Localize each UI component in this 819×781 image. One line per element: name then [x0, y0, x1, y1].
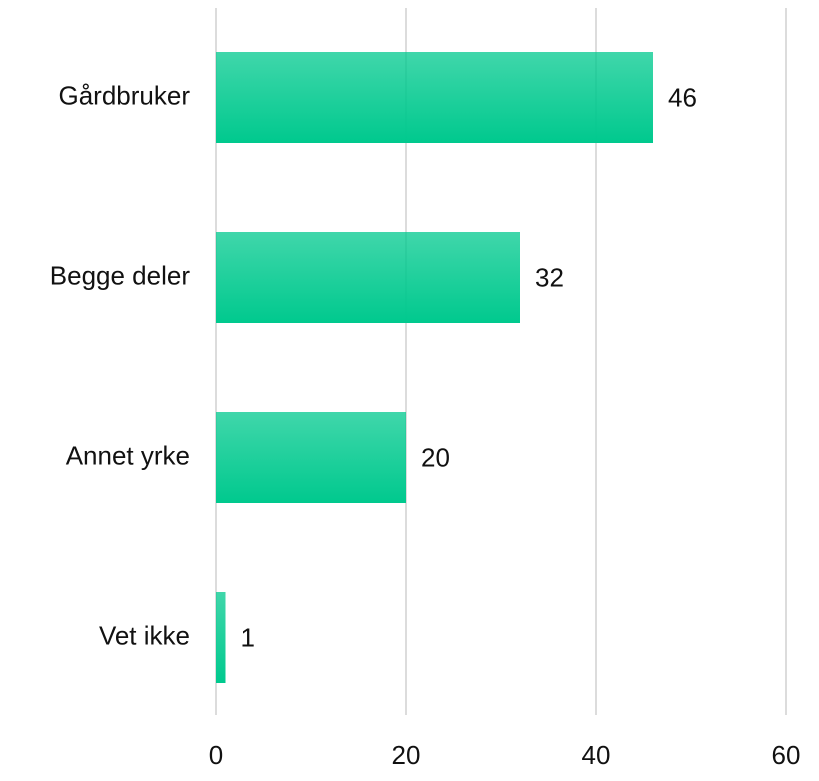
x-tick-label: 20	[392, 740, 421, 770]
x-tick-label: 60	[772, 740, 801, 770]
x-tick-label: 0	[209, 740, 223, 770]
bar	[216, 232, 520, 323]
bar	[216, 592, 226, 683]
category-label: Gårdbruker	[59, 80, 191, 110]
value-label: 32	[535, 262, 564, 292]
category-label: Begge deler	[50, 260, 191, 290]
x-tick-label: 40	[582, 740, 611, 770]
value-label: 46	[668, 82, 697, 112]
bar	[216, 52, 653, 143]
bar	[216, 412, 406, 503]
value-label: 1	[241, 622, 255, 652]
category-label: Annet yrke	[66, 440, 190, 470]
value-label: 20	[421, 442, 450, 472]
category-label: Vet ikke	[99, 620, 190, 650]
